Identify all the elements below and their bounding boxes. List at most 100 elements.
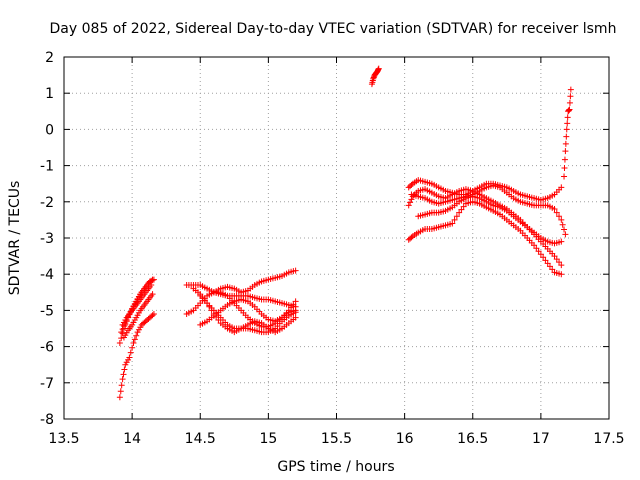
data-point bbox=[453, 213, 460, 220]
data-point bbox=[118, 335, 125, 342]
data-point bbox=[290, 301, 297, 308]
data-point bbox=[451, 216, 458, 223]
data-point bbox=[408, 181, 415, 188]
data-point bbox=[564, 114, 571, 121]
data-point bbox=[116, 394, 123, 401]
data-markers bbox=[116, 65, 574, 401]
x-tick-label: 17 bbox=[532, 431, 550, 447]
data-point bbox=[551, 253, 558, 260]
data-point bbox=[561, 226, 568, 233]
data-point bbox=[564, 120, 571, 127]
data-point bbox=[456, 209, 463, 216]
x-tick-label: 15 bbox=[259, 431, 277, 447]
data-point bbox=[562, 140, 569, 147]
data-point bbox=[206, 303, 213, 310]
y-tick-label: -7 bbox=[40, 376, 54, 392]
data-point bbox=[562, 231, 569, 238]
data-point bbox=[208, 307, 215, 314]
y-tick-label: -1 bbox=[40, 159, 54, 175]
data-point bbox=[558, 238, 565, 245]
data-point bbox=[549, 266, 556, 273]
data-point bbox=[375, 65, 382, 72]
series-arc-16 bbox=[408, 182, 569, 238]
data-point bbox=[540, 254, 547, 261]
data-point bbox=[561, 173, 568, 180]
data-point bbox=[119, 376, 126, 383]
data-point bbox=[292, 267, 299, 274]
data-point bbox=[558, 184, 565, 191]
data-point bbox=[146, 278, 153, 285]
data-point bbox=[544, 260, 551, 267]
series-arc-10 bbox=[210, 267, 299, 296]
series-arc-14 bbox=[405, 186, 565, 247]
y-tick-label: 0 bbox=[45, 122, 54, 138]
y-tick-label: 2 bbox=[45, 50, 54, 66]
data-point bbox=[405, 202, 412, 209]
x-tick-label: 16 bbox=[396, 431, 414, 447]
data-point bbox=[449, 220, 456, 227]
series-arc-18 bbox=[561, 86, 574, 180]
series-arc-15 bbox=[405, 198, 565, 278]
data-point bbox=[130, 339, 137, 346]
series-arc-11 bbox=[197, 296, 299, 328]
series-arc-17 bbox=[415, 193, 565, 269]
y-tick-label: 1 bbox=[45, 86, 54, 102]
data-point bbox=[292, 307, 299, 314]
data-point bbox=[556, 213, 563, 220]
series-arc-12 bbox=[368, 65, 382, 88]
y-tick-labels: -8 -7 -6 -5 -4 -3 -2 -1 0 1 2 bbox=[40, 50, 54, 428]
data-point bbox=[149, 277, 156, 284]
x-tick-label: 14 bbox=[123, 431, 141, 447]
plot-frame bbox=[63, 56, 610, 420]
data-point bbox=[553, 256, 560, 263]
data-point bbox=[148, 282, 155, 289]
data-point bbox=[561, 165, 568, 172]
data-point bbox=[558, 262, 565, 269]
data-point bbox=[149, 312, 156, 319]
data-point bbox=[566, 99, 573, 106]
data-point bbox=[215, 317, 222, 324]
data-point bbox=[121, 366, 128, 373]
y-tick-label: -6 bbox=[40, 340, 54, 356]
data-point bbox=[126, 354, 133, 361]
data-point bbox=[542, 257, 549, 264]
y-tick-label: -8 bbox=[40, 412, 54, 428]
x-tick-label: 14.5 bbox=[185, 431, 216, 447]
data-point bbox=[551, 206, 558, 213]
x-tick-label: 15.5 bbox=[321, 431, 352, 447]
chart-title: Day 085 of 2022, Sidereal Day-to-day VTE… bbox=[50, 21, 617, 37]
data-point bbox=[546, 263, 553, 270]
data-point bbox=[458, 206, 465, 213]
x-tick-labels: 13.5 14 14.5 15 15.5 16 16.5 17 17.5 bbox=[48, 431, 624, 447]
data-point bbox=[558, 271, 565, 278]
y-tick-label: -3 bbox=[40, 231, 54, 247]
data-point bbox=[537, 251, 544, 258]
data-point bbox=[133, 332, 140, 339]
data-point bbox=[149, 291, 156, 298]
data-point bbox=[292, 314, 299, 321]
data-point bbox=[129, 344, 136, 351]
data-point bbox=[407, 199, 414, 206]
data-point bbox=[127, 349, 134, 356]
data-point bbox=[204, 300, 211, 307]
series-arc-1 bbox=[116, 311, 157, 401]
series-arc-9 bbox=[197, 292, 299, 336]
data-point bbox=[117, 388, 124, 395]
data-point bbox=[563, 133, 570, 140]
data-point bbox=[559, 221, 566, 228]
data-point bbox=[553, 209, 560, 216]
data-point bbox=[150, 311, 157, 318]
y-tick-label: -2 bbox=[40, 195, 54, 211]
data-point bbox=[408, 234, 415, 241]
x-tick-label: 13.5 bbox=[48, 431, 79, 447]
y-tick-label: -5 bbox=[40, 303, 54, 319]
y-tick-label: -4 bbox=[40, 267, 54, 283]
data-point bbox=[460, 203, 467, 210]
data-point bbox=[558, 216, 565, 223]
data-point bbox=[531, 242, 538, 249]
data-point bbox=[118, 329, 125, 336]
x-tick-label: 16.5 bbox=[457, 431, 488, 447]
data-point bbox=[566, 106, 573, 113]
x-tick-label: 17.5 bbox=[593, 431, 624, 447]
